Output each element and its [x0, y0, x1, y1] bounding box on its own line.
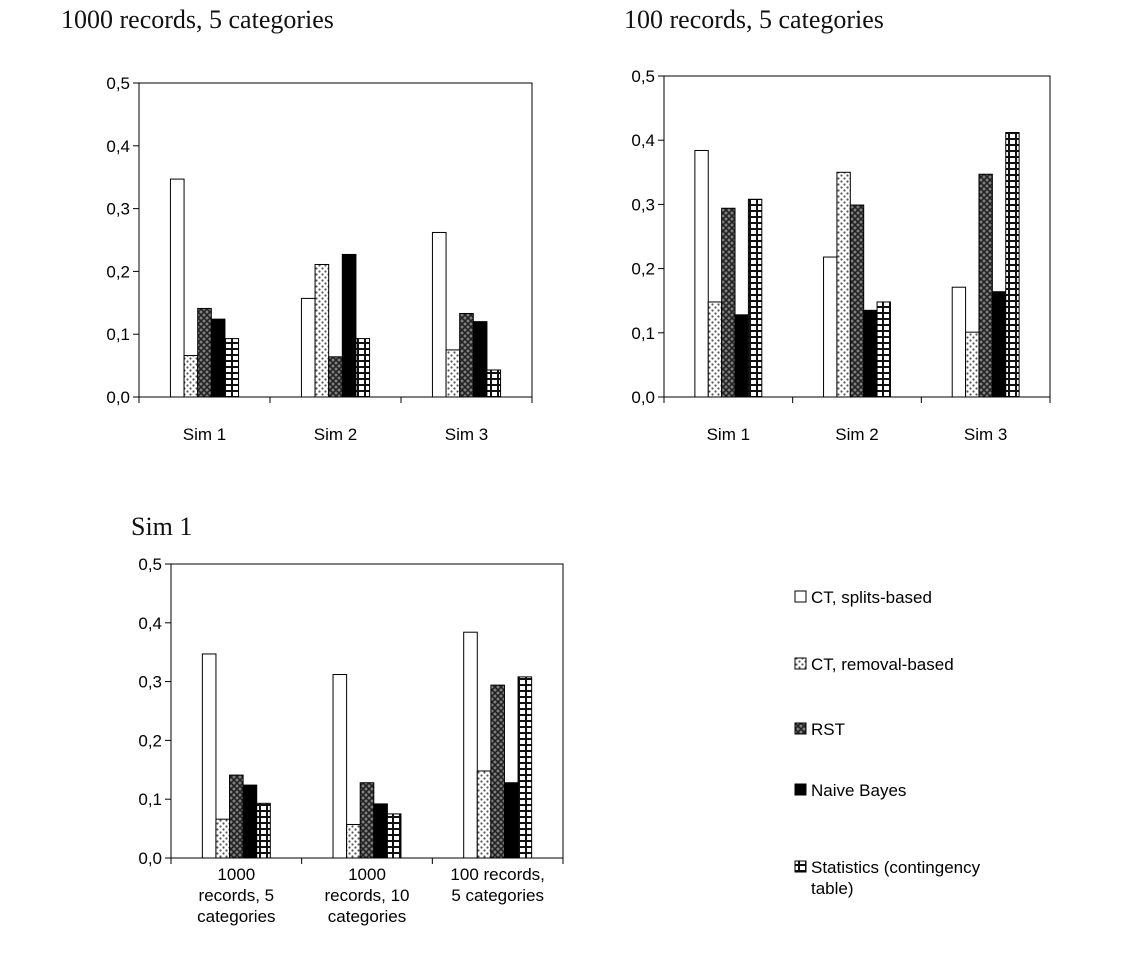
bar-cross	[197, 307, 212, 398]
bar-grid	[1005, 131, 1020, 398]
y-tick-label: 0,3	[138, 673, 162, 692]
y-tick-label: 0,1	[106, 325, 130, 344]
bar-black	[341, 253, 357, 398]
x-category-label: Sim 1	[707, 425, 750, 444]
bar-white	[201, 653, 217, 859]
bar-cross	[459, 312, 474, 398]
chart-title: 100 records, 5 categories	[624, 5, 884, 34]
legend-swatch-dots	[794, 657, 807, 670]
legend-label: CT, removal-based	[811, 655, 954, 674]
x-category-label: 5 categories	[451, 886, 544, 905]
legend-label: table)	[811, 879, 854, 898]
chart-1: 1000 records, 5 categories 0,00,10,20,30…	[61, 5, 533, 444]
bar-cross	[328, 356, 343, 398]
bar-dots	[707, 301, 723, 398]
y-tick-label: 0,1	[138, 790, 162, 809]
y-tick-label: 0,3	[631, 195, 655, 214]
bar-black	[242, 784, 258, 859]
x-category-label: records, 5	[199, 886, 275, 905]
bar-grid	[486, 369, 502, 398]
legend-swatch-black	[794, 783, 807, 796]
bar-cross	[490, 684, 505, 859]
bar-dots	[183, 355, 199, 398]
x-category-label: 1000	[348, 865, 386, 884]
y-tick-label: 0,0	[631, 388, 655, 407]
legend-swatch-grid	[794, 860, 807, 873]
bar-dots	[836, 171, 851, 398]
bar-white	[300, 297, 316, 398]
chart-3: Sim 1 0,0 0,1 0,2 0,3 0,4 0,5 1000 records, 5 ca…	[131, 512, 564, 926]
bar-dots	[445, 349, 461, 398]
y-tick-label: 0,2	[631, 260, 655, 279]
x-category-label: Sim 2	[835, 425, 878, 444]
bar-grid	[256, 802, 271, 859]
y-tick-label: 0,4	[631, 131, 655, 150]
y-tick-label: 0,2	[106, 262, 130, 281]
x-category-label: categories	[328, 907, 406, 926]
bar-grid	[747, 198, 763, 398]
bar-white	[332, 674, 348, 859]
bar-dots	[346, 823, 361, 859]
bar-dots	[314, 263, 330, 398]
x-category-label: records, 10	[324, 886, 409, 905]
x-category-label: Sim 1	[183, 425, 226, 444]
bar-white	[169, 178, 185, 398]
chart-2: 100 records, 5 categories 0,00,10,20,30,…	[624, 5, 1051, 444]
bar-cross	[849, 204, 865, 398]
bar-cross	[229, 774, 244, 859]
bar-black	[503, 782, 519, 859]
y-tick-label: 0,5	[631, 67, 655, 86]
bar-black	[863, 309, 878, 398]
bar-grid	[224, 338, 240, 398]
chart-plot: 0,0 0,1 0,2 0,3 0,4 0,5 Sim 1 Sim 2 Sim 3	[106, 74, 533, 444]
bar-black	[210, 318, 226, 398]
legend-swatch-white	[794, 590, 807, 603]
bar-white	[431, 231, 447, 398]
legend-label: Statistics (contingency	[811, 858, 981, 877]
y-tick-label: 0,5	[138, 555, 162, 574]
y-tick-label: 0,3	[106, 200, 130, 219]
bar-white	[823, 256, 838, 398]
y-tick-label: 0,0	[138, 849, 162, 868]
y-tick-label: 0,4	[138, 614, 162, 633]
bar-cross	[978, 173, 993, 398]
x-category-label: 1000	[217, 865, 255, 884]
y-tick-label: 0,1	[631, 324, 655, 343]
legend-label: RST	[811, 720, 845, 739]
chart-title: Sim 1	[131, 512, 192, 541]
legend: CT, splits-based CT, removal-based RST Naiv…	[794, 588, 981, 898]
legend-swatch-cross	[794, 722, 807, 735]
legend-label: CT, splits-based	[811, 588, 932, 607]
x-category-label: Sim 2	[314, 425, 357, 444]
bar-grid	[517, 676, 533, 859]
bar-dots	[965, 331, 980, 398]
bar-black	[472, 321, 488, 398]
bar-black	[734, 314, 749, 398]
bar-dots	[476, 770, 492, 859]
x-category-label: 100 records,	[450, 865, 545, 884]
y-tick-label: 0,2	[138, 731, 162, 750]
chart-plot: 0,0 0,1 0,2 0,3 0,4 0,5 1000 records, 5 categori…	[138, 555, 564, 926]
bar-black	[991, 291, 1007, 398]
bar-cross	[359, 782, 375, 859]
bar-black	[373, 803, 388, 859]
bar-grid	[355, 338, 371, 398]
bar-cross	[721, 207, 736, 398]
y-tick-label: 0,5	[106, 74, 130, 93]
legend-label: Naive Bayes	[811, 781, 906, 800]
x-category-label: categories	[197, 907, 275, 926]
bar-white	[463, 631, 478, 859]
x-category-label: Sim 3	[445, 425, 488, 444]
chart-plot: 0,0 0,1 0,2 0,3 0,4 0,5 Sim 1 Sim 2 Sim 3	[631, 67, 1051, 444]
bar-dots	[215, 818, 231, 859]
y-tick-label: 0,4	[106, 137, 130, 156]
bar-white	[951, 286, 967, 398]
y-tick-label: 0,0	[106, 388, 130, 407]
chart-title: 1000 records, 5 categories	[61, 5, 334, 34]
bar-white	[694, 149, 709, 398]
bar-grid	[386, 813, 402, 859]
x-category-label: Sim 3	[964, 425, 1007, 444]
bar-grid	[876, 301, 891, 398]
